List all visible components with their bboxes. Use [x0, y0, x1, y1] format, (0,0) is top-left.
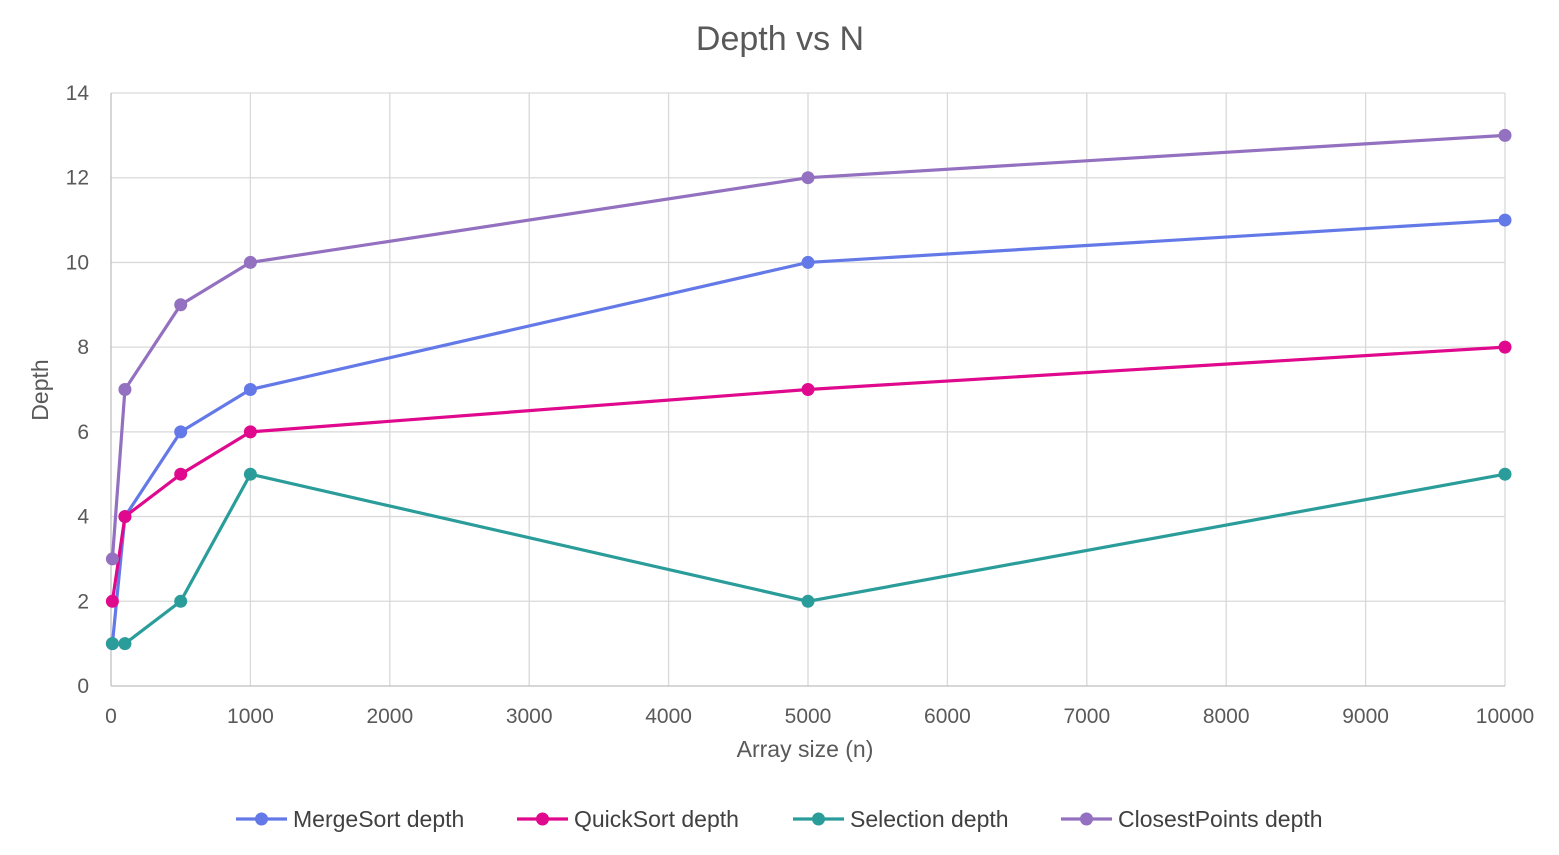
data-point-mergesort-depth	[243, 383, 257, 396]
legend-label: MergeSort depth	[293, 806, 464, 832]
x-tick-label: 7000	[1063, 705, 1110, 728]
data-point-closestpoints-depth	[801, 171, 815, 185]
x-tick-label: 10000	[1476, 705, 1534, 728]
y-tick-label: 10	[66, 251, 89, 274]
axes	[110, 93, 1505, 687]
x-tick-label: 6000	[924, 705, 971, 728]
y-tick-label: 2	[77, 590, 89, 613]
y-tick-label: 14	[66, 82, 90, 105]
y-tick-label: 8	[77, 336, 89, 359]
data-point-quicksort-depth	[174, 467, 188, 481]
data-point-selection-depth	[174, 594, 188, 608]
data-point-mergesort-depth	[1498, 213, 1512, 227]
data-point-closestpoints-depth	[243, 255, 257, 269]
x-tick-label: 3000	[506, 705, 553, 728]
legend-label: Selection depth	[850, 806, 1009, 832]
data-point-closestpoints-depth	[174, 298, 188, 312]
tick-labels: 0 2 4 6 8 10 12 14 0 1000 2000 3000 4000 5000 6000 7000…	[66, 82, 1535, 728]
data-point-quicksort-depth	[105, 594, 119, 608]
x-tick-label: 5000	[785, 705, 832, 728]
x-tick-label: 2000	[366, 705, 413, 728]
x-tick-label: 8000	[1203, 705, 1250, 728]
legend-label: ClosestPoints depth	[1118, 806, 1323, 832]
legend-swatch-marker	[1080, 812, 1093, 826]
data-point-closestpoints-depth	[105, 552, 119, 566]
series-line-selection-depth	[110, 472, 1507, 646]
series-closestpoints-depth	[105, 128, 1512, 566]
chart-title: Depth vs N	[696, 20, 864, 58]
series-line-closestpoints-depth	[110, 133, 1507, 561]
data-point-quicksort-depth	[243, 425, 257, 439]
legend-swatch-marker	[255, 812, 268, 826]
data-point-quicksort-depth	[118, 510, 132, 524]
data-point-mergesort-depth	[801, 255, 815, 269]
data-point-selection-depth	[105, 637, 119, 651]
y-tick-label: 6	[77, 421, 89, 444]
data-point-closestpoints-depth	[118, 383, 132, 396]
y-axis-title: Depth	[27, 359, 53, 420]
legend-item-closestpoints-depth: ClosestPoints depth	[1061, 806, 1323, 832]
x-tick-label: 0	[105, 705, 117, 728]
series-line-quicksort-depth	[110, 345, 1507, 603]
y-tick-label: 0	[77, 675, 89, 698]
x-axis-title: Array size (n)	[737, 736, 874, 762]
series-selection-depth	[105, 467, 1512, 651]
data-point-selection-depth	[801, 594, 815, 608]
legend-item-selection-depth: Selection depth	[793, 806, 1009, 832]
data-point-quicksort-depth	[801, 383, 815, 396]
series-quicksort-depth	[105, 340, 1512, 608]
legend-label: QuickSort depth	[574, 806, 739, 832]
series-lines	[105, 128, 1512, 651]
legend-swatch-marker	[812, 812, 825, 826]
legend: MergeSort depth QuickSort depth Selection …	[236, 806, 1323, 832]
legend-item-mergesort-depth: MergeSort depth	[236, 806, 464, 832]
data-point-closestpoints-depth	[1498, 128, 1512, 142]
x-tick-label: 1000	[227, 705, 274, 728]
x-tick-label: 9000	[1342, 705, 1389, 728]
y-tick-label: 4	[77, 506, 89, 529]
data-point-mergesort-depth	[174, 425, 188, 439]
data-point-quicksort-depth	[1498, 340, 1512, 354]
data-point-selection-depth	[118, 637, 132, 651]
data-point-selection-depth	[243, 467, 257, 481]
legend-item-quicksort-depth: QuickSort depth	[517, 806, 739, 832]
x-tick-label: 4000	[645, 705, 692, 728]
legend-swatch-marker	[536, 812, 549, 826]
y-tick-label: 12	[66, 167, 89, 190]
data-point-selection-depth	[1498, 467, 1512, 481]
